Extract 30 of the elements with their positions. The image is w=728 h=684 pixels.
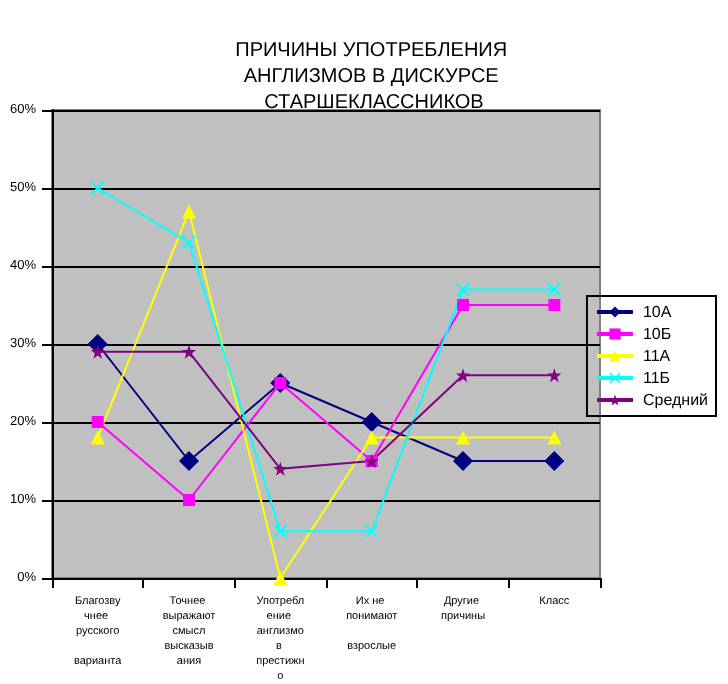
point (544, 451, 565, 471)
point (90, 181, 105, 195)
point (273, 571, 288, 585)
legend-label: 11Б (642, 369, 671, 387)
point (179, 451, 199, 471)
point (456, 282, 470, 297)
point (547, 282, 562, 297)
point (453, 451, 473, 471)
chart-title: ПРИЧИНЫ УПОТРЕБЛЕНИЯ АНГЛИЗМОВ В ДИСКУРСЕ СТАРШЕКЛАССНИКОВ (235, 40, 513, 114)
point (273, 461, 288, 476)
point (361, 412, 382, 432)
point (90, 344, 105, 359)
legend-label: 11А (642, 347, 672, 365)
point (273, 524, 288, 539)
point (456, 430, 470, 445)
point (547, 430, 562, 445)
point (183, 494, 195, 506)
point (182, 344, 196, 359)
legend-label: Средний (642, 391, 709, 409)
point (364, 430, 379, 445)
point (90, 430, 105, 445)
point (456, 368, 470, 383)
point (547, 368, 562, 383)
legend-label: 10Б (642, 325, 672, 343)
point (457, 299, 469, 311)
point (364, 524, 379, 539)
point (548, 299, 561, 311)
point (91, 416, 104, 428)
legend-label: 10А (642, 303, 673, 321)
point (182, 204, 196, 219)
